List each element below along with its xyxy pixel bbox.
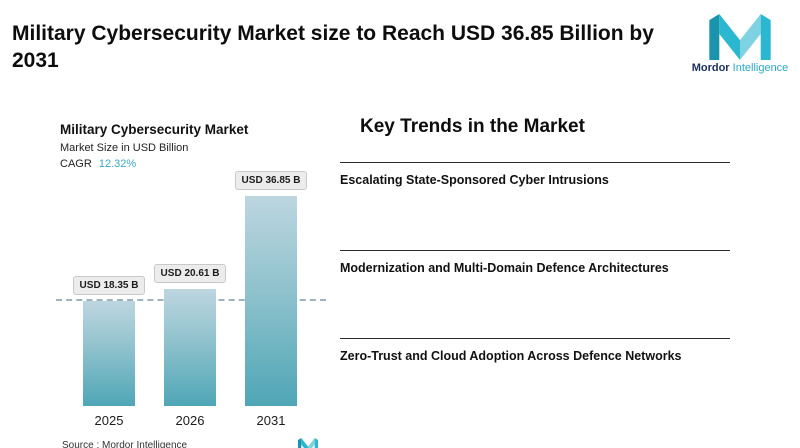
trend-list: Escalating State-Sponsored Cyber Intrusi… — [340, 162, 730, 426]
header: Military Cybersecurity Market size to Re… — [0, 0, 800, 100]
chart-title: Military Cybersecurity Market — [60, 122, 249, 137]
x-axis-label: 2026 — [175, 413, 205, 428]
bar-value-label: USD 18.35 B — [72, 276, 146, 295]
trends-panel: Key Trends in the Market Escalating Stat… — [340, 100, 740, 448]
bar-chart: USD 18.35 B USD 20.61 B USD 36.85 B — [56, 171, 326, 406]
bar — [164, 289, 216, 406]
bar — [245, 196, 297, 406]
trend-text: Modernization and Multi-Domain Defence A… — [340, 261, 669, 275]
cagr-label: CAGR — [60, 158, 92, 170]
chart-subtitle: Market Size in USD Billion — [60, 142, 189, 154]
chart-panel: Military Cybersecurity Market Market Siz… — [0, 100, 340, 448]
source-row: Source : Mordor Intelligence — [60, 438, 320, 448]
trends-heading: Key Trends in the Market — [360, 116, 585, 137]
x-axis-label: 2031 — [256, 413, 286, 428]
trend-text: Zero-Trust and Cloud Adoption Across Def… — [340, 349, 682, 363]
x-axis: 2025 2026 2031 — [60, 413, 320, 428]
brand-name-bold: Mordor — [691, 62, 730, 74]
brand-name: Mordor Intelligence — [692, 62, 789, 74]
mordor-intelligence-icon — [709, 14, 771, 60]
bar-group: USD 18.35 B — [72, 276, 146, 406]
brand-name-light: Intelligence — [729, 62, 789, 74]
bar-group: USD 20.61 B — [153, 264, 227, 406]
brand-logo: Mordor Intelligence — [692, 14, 789, 74]
cagr-row: CAGR 12.32% — [60, 158, 340, 170]
bar-value-label: USD 36.85 B — [234, 171, 308, 190]
bar-value-label: USD 20.61 B — [153, 264, 227, 283]
trend-item: Modernization and Multi-Domain Defence A… — [340, 250, 730, 338]
bar-group: USD 36.85 B — [234, 171, 308, 406]
source-text: Source : Mordor Intelligence — [62, 440, 188, 448]
trend-item: Zero-Trust and Cloud Adoption Across Def… — [340, 338, 730, 426]
trend-item: Escalating State-Sponsored Cyber Intrusi… — [340, 162, 730, 250]
page-title: Military Cybersecurity Market size to Re… — [12, 22, 654, 73]
x-axis-label: 2025 — [94, 413, 124, 428]
main-content: Military Cybersecurity Market Market Siz… — [0, 100, 800, 448]
mordor-intelligence-mini-icon — [296, 438, 320, 448]
cagr-value: 12.32% — [98, 158, 137, 170]
bars: USD 18.35 B USD 20.61 B USD 36.85 B — [60, 171, 320, 406]
bar — [83, 301, 135, 406]
trend-text: Escalating State-Sponsored Cyber Intrusi… — [340, 173, 609, 187]
